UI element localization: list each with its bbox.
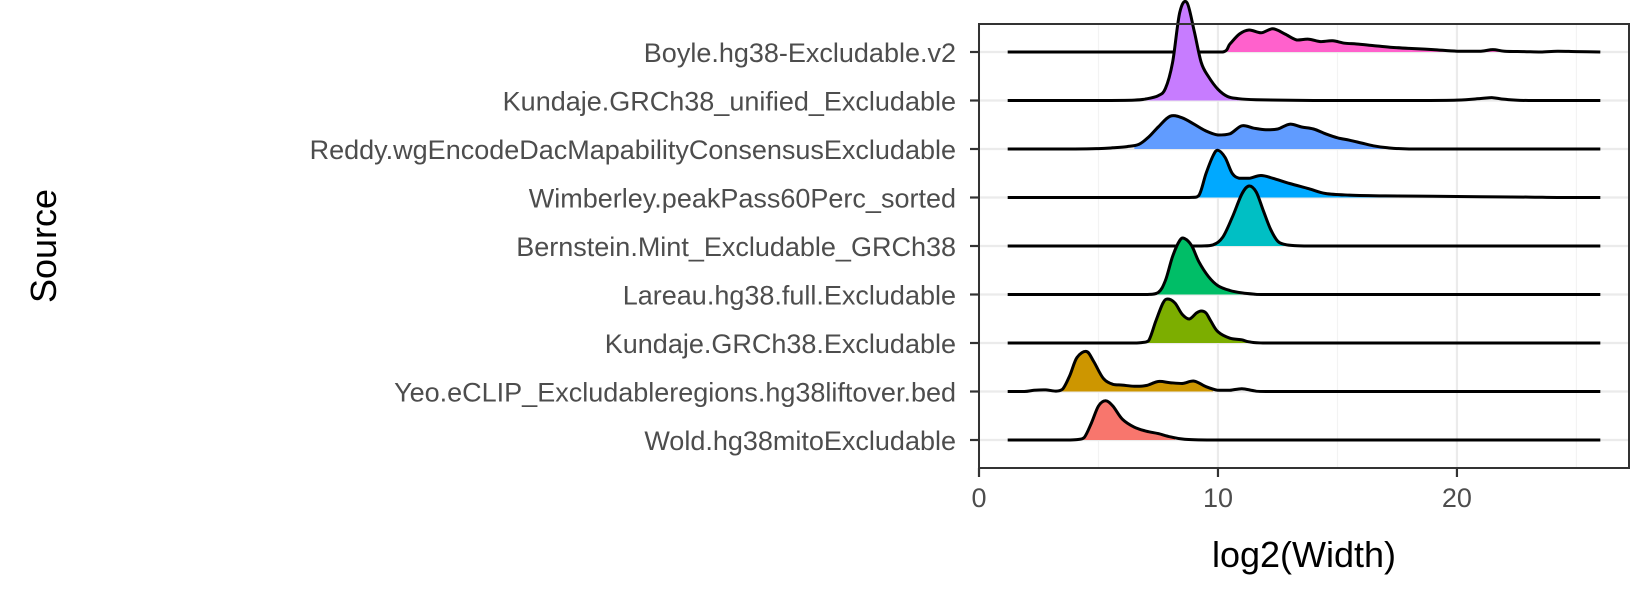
ridge-fill-8 [1227,28,1503,52]
ridge-line-8 [1007,27,1601,54]
ridge-line-6 [1007,114,1601,151]
x-tick-label-20: 20 [1442,483,1472,513]
y-tick-label-6: Reddy.wgEncodeDacMapabilityConsensusExcl… [310,135,956,165]
ridge-line-7 [1007,0,1601,103]
ridge-line-2 [1007,297,1601,345]
ridge-fill-1 [1060,351,1214,392]
ridge-8 [1007,27,1601,54]
ridge-2 [1007,297,1601,345]
ridge-fill-2 [1146,299,1250,343]
x-axis: 0 10 20 [971,468,1472,513]
ridge-fill-0 [1081,400,1175,440]
ridge-1 [1007,349,1601,394]
ridge-line-4 [1007,184,1601,248]
x-tick-label-10: 10 [1203,483,1233,513]
x-axis-title: log2(Width) [1212,534,1396,575]
y-tick-label-3: Lareau.hg38.full.Excludable [623,281,956,311]
y-tick-label-0: Wold.hg38mitoExcludable [644,426,956,456]
ridge-0 [1007,399,1601,442]
ridge-3 [1007,236,1601,297]
ridge-line-5 [1007,148,1601,200]
ridge-fill-5 [1196,150,1558,198]
y-tick-label-4: Bernstein.Mint_Excludable_GRCh38 [516,232,956,262]
ridge-7 [1007,0,1601,103]
ridge-5 [1007,148,1601,200]
y-tick-label-7: Kundaje.GRCh38_unified_Excludable [503,87,956,117]
ridge-fill-7 [1146,1,1257,101]
ridges-layer [1007,0,1601,442]
ridge-line-1 [1007,349,1601,394]
ridge-fill-6 [1134,115,1388,149]
y-axis: Wold.hg38mitoExcludable Yeo.eCLIP_Excluda… [310,38,979,456]
y-tick-label-8: Boyle.hg38-Excludable.v2 [644,38,956,68]
ridge-4 [1007,184,1601,248]
ridge-line-3 [1007,236,1601,297]
x-tick-label-0: 0 [971,483,986,513]
ridge-6 [1007,114,1601,151]
y-tick-label-5: Wimberley.peakPass60Perc_sorted [529,184,956,214]
y-tick-label-2: Kundaje.GRCh38.Excludable [605,329,956,359]
y-tick-label-1: Yeo.eCLIP_Excludableregions.hg38liftover… [394,378,956,408]
ridge-line-0 [1007,399,1601,442]
y-axis-title: Source [23,189,64,303]
ridge-fill-4 [1198,185,1288,246]
